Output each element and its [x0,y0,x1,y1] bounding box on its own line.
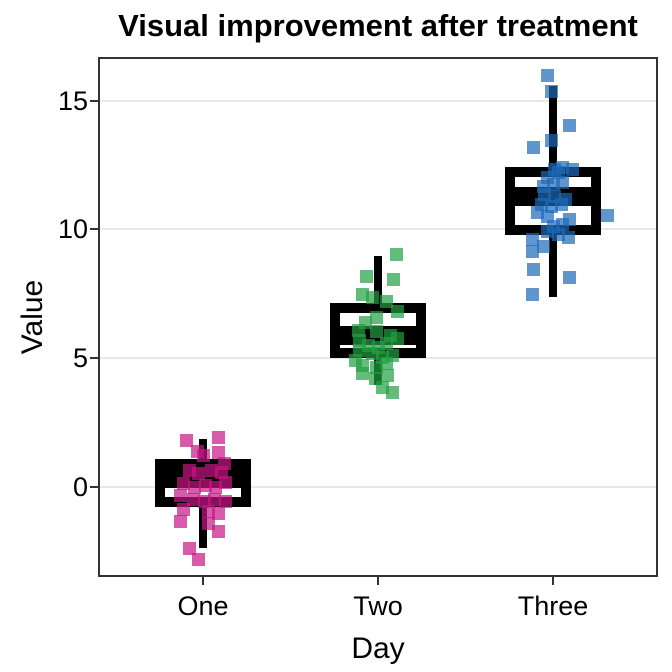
jitter-point-two [389,248,403,262]
jitter-point-three [563,119,577,133]
jitter-point-one [202,516,216,530]
jitter-point-one [177,477,191,491]
jitter-point-one [214,466,228,480]
y-tick-label-10: 10 [57,214,88,245]
jitter-point-one [209,481,223,495]
whisker-lower-three [549,234,557,297]
gridline-10 [100,228,656,231]
jitter-point-three [526,263,540,277]
jitter-point-one [177,502,191,516]
jitter-point-three [541,69,555,83]
jitter-point-one [212,524,226,538]
y-tick-label-5: 5 [72,343,88,374]
jitter-point-two [380,336,394,350]
x-tick-label-one: One [177,591,229,621]
y-tick-0 [90,485,98,488]
jitter-point-two [380,295,394,309]
gridline-0 [100,485,656,488]
jitter-point-one [212,506,226,520]
jitter-point-two [355,366,369,380]
whisker-upper-two [374,255,382,303]
jitter-point-one [192,552,206,566]
jitter-point-one [219,494,233,508]
jitter-point-two [370,360,384,374]
y-tick-5 [90,357,98,360]
jitter-point-three [551,165,565,179]
jitter-point-one [187,481,201,495]
whisker-upper-three [549,85,557,168]
jitter-point-one [204,464,218,478]
x-tick-one [202,577,204,585]
x-tick-three [552,577,554,585]
jitter-point-one [174,489,188,503]
jitter-point-three [538,187,552,201]
jitter-point-two [390,331,404,345]
jitter-point-two [386,273,400,287]
jitter-point-one [192,467,206,481]
gridline-15 [100,99,656,102]
jitter-point-one [182,541,196,555]
jitter-point-two [385,385,399,399]
jitter-point-two [390,305,404,319]
jitter-point-two [365,346,379,360]
jitter-point-three [545,199,559,213]
jitter-point-three [530,205,544,219]
jitter-point-three [566,162,580,176]
jitter-point-three [525,288,539,302]
jitter-point-three [541,225,555,239]
jitter-point-one [179,434,193,448]
jitter-point-three [525,245,539,259]
jitter-point-one [219,476,233,490]
jitter-point-two [351,323,365,337]
jitter-point-three [561,230,575,244]
jitter-point-three [556,175,570,189]
y-tick-label-15: 15 [57,85,88,116]
y-tick-15 [90,99,98,102]
jitter-point-one [182,464,196,478]
jitter-point-three [555,197,569,211]
jitter-point-one [174,514,188,528]
jitter-point-three [556,217,570,231]
plot-title: Visual improvement after treatment [118,8,638,43]
x-axis-title: Day [351,632,405,665]
jitter-point-two [381,368,395,382]
y-tick-label-0: 0 [72,471,88,502]
jitter-point-three [540,209,554,223]
jitter-point-three [601,208,615,222]
jitter-point-three [546,177,560,191]
jitter-point-three [536,239,550,253]
jitter-point-two [360,270,374,284]
jitter-point-one [207,492,221,506]
jitter-point-two [353,343,367,357]
jitter-point-three [545,134,559,148]
x-tick-two [377,577,379,585]
x-tick-label-three: Three [517,591,589,621]
jitter-point-one [190,445,204,459]
jitter-point-three [525,233,539,246]
jitter-point-one [197,494,211,508]
jitter-point-three [551,228,565,242]
jitter-point-one [212,431,226,445]
jitter-point-one [211,446,225,460]
jitter-point-one [186,492,200,506]
jitter-point-two [365,291,379,305]
jitter-point-two [375,380,389,394]
jitter-point-one [201,504,215,518]
jitter-point-three [526,140,540,154]
jitter-point-three [545,85,559,99]
jitter-point-two [370,325,384,339]
jitter-point-two [370,310,384,324]
jitter-point-one [199,479,213,493]
jitter-point-three [563,271,577,285]
x-tick-label-two: Two [353,591,403,621]
jitter-point-two [380,356,394,370]
y-tick-10 [90,228,98,231]
